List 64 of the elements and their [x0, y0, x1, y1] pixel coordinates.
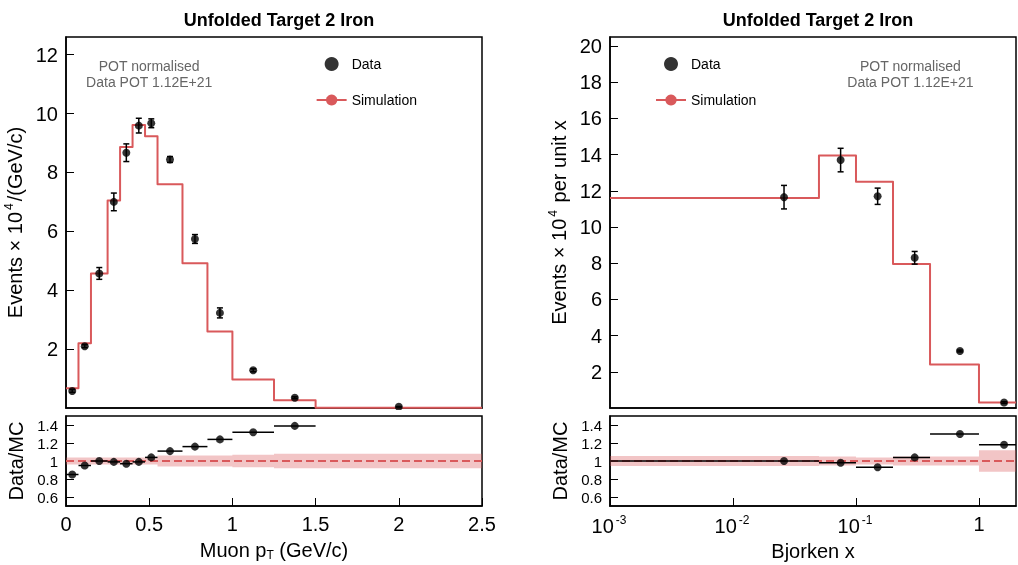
y-axis-title: Events × 104 per unit x	[545, 120, 570, 325]
y-tick-label: 1.2	[37, 434, 58, 452]
point	[955, 430, 964, 438]
y-tick-label: 14	[579, 143, 602, 166]
x-tick-label: 0.5	[135, 513, 164, 535]
x-tick-label: 1	[973, 513, 985, 535]
annotation: POT normalised	[859, 58, 961, 74]
x-tick-label: 1	[226, 513, 238, 535]
y-tick-label: 0.6	[581, 488, 602, 506]
point	[910, 453, 919, 462]
x-tick-label: 1.5	[301, 513, 330, 535]
y-axis-title: Data/MC	[549, 421, 572, 501]
x-tick-label: 0	[60, 513, 72, 535]
point	[1000, 440, 1009, 449]
point	[190, 442, 199, 451]
y-tick-label: 0.6	[37, 488, 58, 506]
y-tick-label: 10	[579, 216, 602, 239]
annotation: POT normalised	[98, 58, 200, 74]
point	[215, 435, 224, 444]
legend-label: Simulation	[691, 92, 757, 108]
y-tick-label: 10	[35, 102, 58, 125]
point	[290, 393, 299, 402]
y-tick-label: 2	[590, 360, 602, 383]
point	[249, 428, 258, 437]
point	[122, 148, 131, 157]
point	[290, 421, 299, 430]
y-tick-label: 18	[579, 71, 602, 94]
point	[166, 447, 174, 456]
point	[134, 121, 143, 130]
annotation: Data POT 1.12E+21	[86, 74, 213, 90]
x-tick-label: 2	[393, 513, 405, 535]
y-tick-label: 8	[590, 252, 602, 275]
y-tick-label: 12	[579, 179, 602, 202]
y-tick-label: 6	[46, 220, 58, 243]
y-tick-label: 1.2	[581, 434, 602, 452]
x-tick-label: 2.5	[468, 513, 496, 535]
y-tick-label: 1.4	[581, 416, 602, 434]
chart-title: Unfolded Target 2 Iron	[183, 10, 375, 30]
y-axis-title: Data/MC	[5, 421, 28, 501]
y-tick-label: 0.8	[581, 470, 602, 488]
point	[780, 457, 789, 465]
legend-label: Data	[691, 56, 721, 72]
x-axis-title: Bjorken x	[771, 539, 855, 562]
point	[95, 457, 104, 465]
chart-title: Unfolded Target 2 Iron	[722, 10, 914, 30]
y-tick-label: 4	[46, 279, 58, 302]
y-tick-label: 20	[579, 35, 602, 58]
y-tick-label: 8	[46, 161, 58, 184]
y-tick-label: 6	[590, 288, 602, 311]
y-tick-label: 2	[46, 338, 58, 361]
y-tick-label: 12	[35, 43, 58, 66]
legend-label: Simulation	[351, 92, 418, 108]
y-tick-label: 1	[49, 452, 58, 470]
annotation: Data POT 1.12E+21	[847, 74, 974, 90]
y-tick-label: 16	[579, 107, 602, 130]
y-tick-label: 1	[593, 452, 602, 470]
y-axis-title: Events × 104/(GeV/c)	[1, 126, 26, 319]
y-tick-label: 1.4	[37, 416, 58, 434]
point	[109, 197, 118, 206]
y-tick-label: 4	[590, 324, 602, 347]
legend-label: Data	[351, 56, 382, 72]
point	[780, 193, 789, 202]
y-tick-label: 0.8	[37, 470, 58, 488]
point	[955, 346, 964, 355]
